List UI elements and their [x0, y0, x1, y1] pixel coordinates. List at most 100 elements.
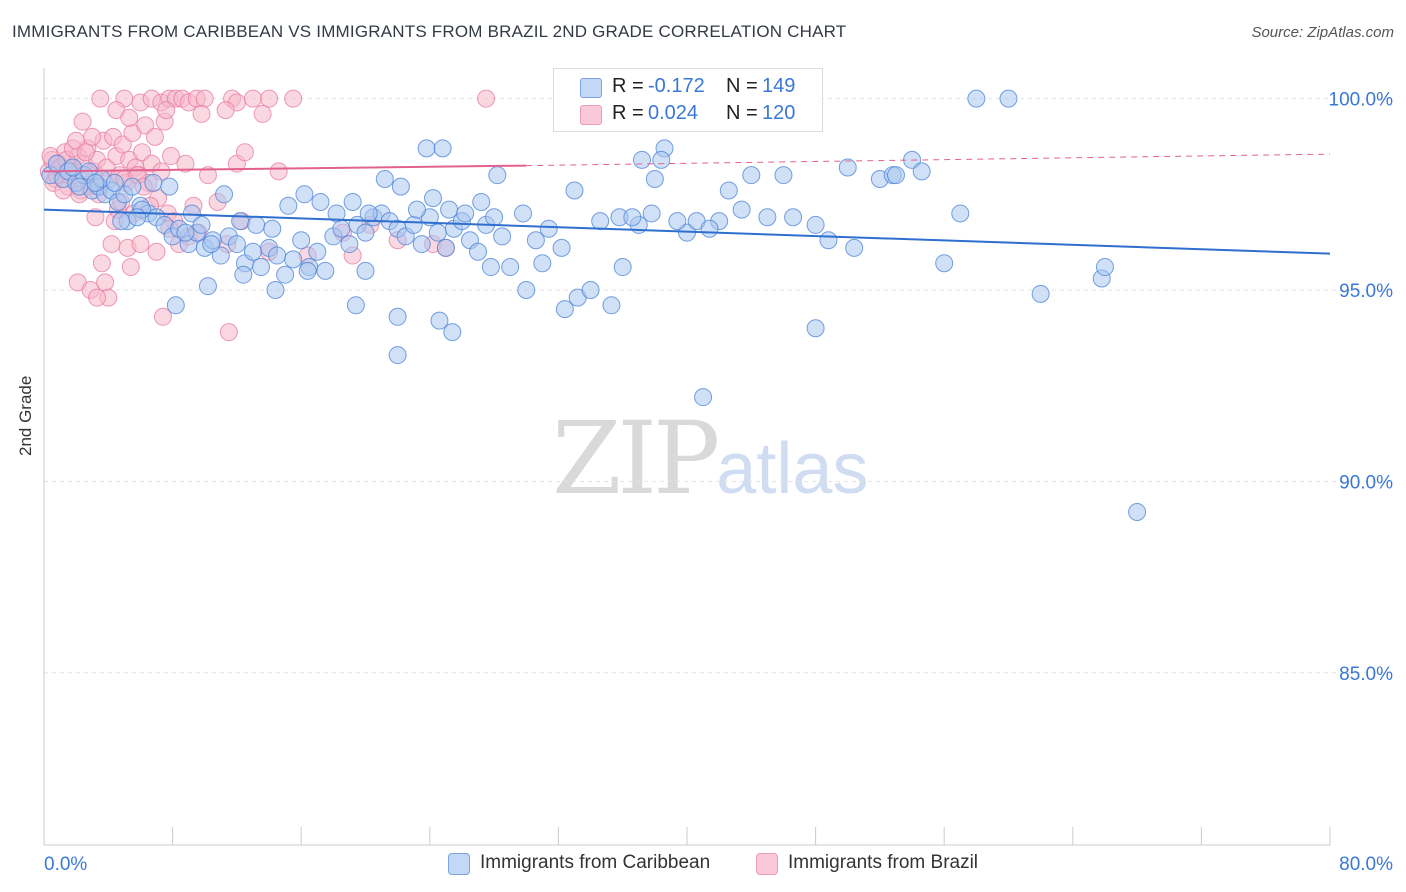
caribbean-point — [234, 265, 253, 284]
caribbean-point — [806, 319, 825, 338]
source-label: Source: ZipAtlas.com — [1251, 24, 1394, 41]
brazil-point — [73, 112, 92, 131]
brazil-point — [198, 166, 217, 185]
caribbean-point — [247, 215, 266, 234]
caribbean-point — [166, 296, 185, 315]
caribbean-point — [488, 166, 507, 185]
legend-label-brazil: Immigrants from Brazil — [788, 852, 979, 873]
caribbean-point — [430, 311, 449, 330]
brazil-point — [269, 162, 288, 181]
n-value: 120 — [762, 102, 796, 124]
r-label: R = — [612, 102, 644, 124]
caribbean-point — [581, 281, 600, 299]
caribbean-point — [327, 204, 346, 223]
brazil-point — [176, 154, 195, 173]
caribbean-point — [694, 388, 713, 407]
caribbean-point — [123, 177, 142, 196]
y-tick-label: 95.0% — [1339, 281, 1393, 302]
caribbean-point — [456, 204, 475, 223]
x-tick-label: 0.0% — [44, 854, 87, 875]
caribbean-point — [517, 281, 536, 299]
caribbean-point — [391, 177, 410, 196]
caribbean-point — [105, 173, 124, 192]
caribbean-point — [700, 219, 719, 238]
r-label: R = — [612, 75, 644, 97]
caribbean-point — [112, 212, 131, 231]
brazil-point — [219, 323, 238, 342]
brazil-point — [113, 135, 132, 154]
brazil-point — [102, 235, 121, 254]
caribbean-point — [742, 166, 761, 185]
caribbean-point — [719, 181, 738, 200]
caribbean-point — [481, 258, 500, 277]
brazil-point — [76, 143, 95, 162]
caribbean-point — [243, 242, 262, 261]
brazil-point — [157, 101, 176, 120]
caribbean-point — [645, 170, 664, 188]
caribbean-point — [935, 254, 954, 273]
caribbean-point — [613, 258, 632, 277]
caribbean-point — [388, 346, 407, 365]
watermark: ZIPatlas — [552, 400, 868, 517]
y-tick-label: 90.0% — [1339, 472, 1393, 493]
n-value: 149 — [762, 75, 796, 97]
brazil-point — [253, 104, 272, 123]
caribbean-point — [539, 219, 558, 238]
caribbean-point — [202, 235, 221, 254]
caribbean-point — [340, 235, 359, 254]
caribbean-point — [632, 150, 651, 169]
caribbean-point — [967, 89, 986, 108]
n-label: N = — [726, 75, 758, 97]
caribbean-point — [308, 242, 327, 261]
stats-row-caribbean: R = -0.172 N = 149 — [554, 73, 822, 101]
caribbean-point — [886, 166, 905, 185]
brazil-point — [145, 127, 164, 146]
caribbean-point — [552, 238, 571, 257]
caribbean-point — [565, 181, 584, 200]
x-tick-label: 80.0% — [1339, 854, 1393, 875]
watermark-zip: ZIP — [552, 400, 720, 517]
caribbean-point — [227, 235, 246, 254]
caribbean-point — [268, 246, 287, 265]
caribbean-point — [428, 223, 447, 242]
caribbean-point — [407, 200, 426, 219]
caribbean-point — [652, 150, 671, 169]
r-value: 0.024 — [648, 102, 699, 124]
brazil-point — [133, 143, 152, 162]
caribbean-point — [276, 265, 295, 284]
brazil-point — [147, 242, 166, 261]
caribbean-point — [356, 261, 375, 280]
caribbean-point — [838, 158, 857, 177]
caribbean-point — [774, 166, 793, 185]
stats-row-brazil: R = 0.024 N = 120 — [554, 100, 822, 128]
brazil-point — [88, 288, 107, 307]
caribbean-point — [359, 204, 378, 223]
caribbean-point — [356, 223, 375, 242]
caribbean-point — [912, 162, 931, 181]
caribbean-point — [1095, 258, 1114, 277]
caribbean-point — [443, 323, 462, 342]
caribbean-swatch — [580, 78, 602, 98]
caribbean-point — [311, 192, 330, 211]
caribbean-point — [514, 204, 533, 223]
caribbean-point — [469, 242, 488, 261]
caribbean-point — [388, 307, 407, 326]
caribbean-point — [316, 261, 335, 280]
brazil-point — [91, 89, 110, 108]
brazil-point — [86, 208, 105, 227]
chart-title: IMMIGRANTS FROM CARIBBEAN VS IMMIGRANTS … — [12, 22, 847, 41]
brazil-point — [83, 127, 102, 146]
caribbean-point — [176, 223, 195, 242]
caribbean-point — [198, 277, 217, 296]
caribbean-point — [404, 215, 423, 234]
brazil-legend-swatch — [756, 853, 778, 875]
brazil-trend-line — [43, 164, 527, 173]
caribbean-point — [295, 185, 314, 204]
brazil-point — [92, 254, 111, 273]
caribbean-point — [472, 192, 491, 211]
brazil-point — [477, 89, 496, 108]
r-value: -0.172 — [648, 75, 705, 97]
caribbean-point — [424, 189, 443, 208]
legend-label-caribbean: Immigrants from Caribbean — [480, 852, 711, 873]
